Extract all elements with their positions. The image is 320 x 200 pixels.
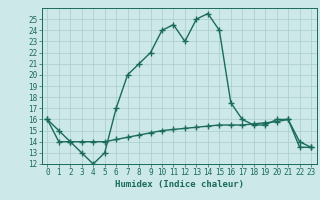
X-axis label: Humidex (Indice chaleur): Humidex (Indice chaleur) — [115, 180, 244, 189]
